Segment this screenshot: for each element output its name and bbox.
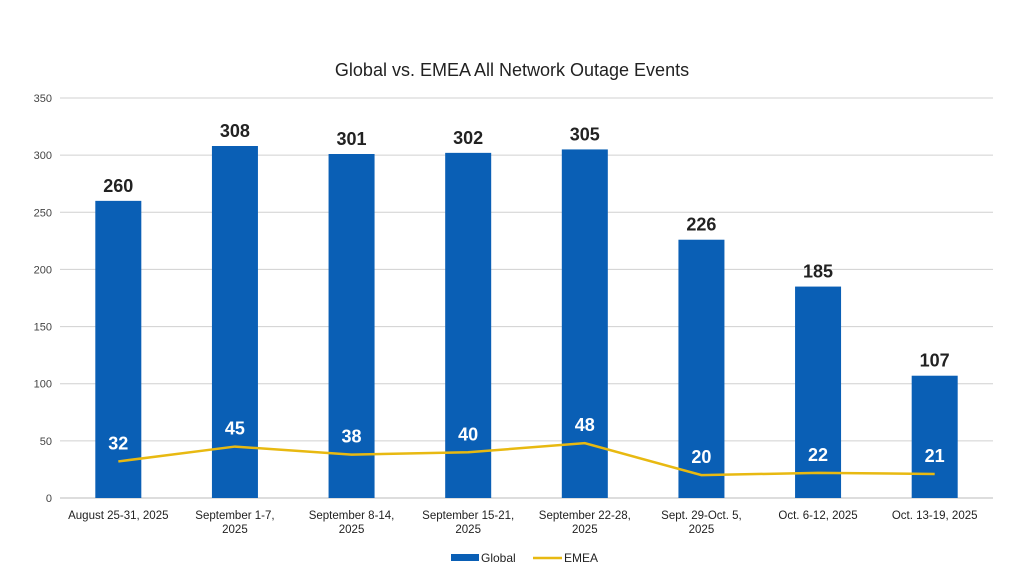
x-tick-label: Sept. 29-Oct. 5,	[661, 510, 742, 522]
chart-title: Global vs. EMEA All Network Outage Event…	[335, 60, 689, 80]
x-tick-label: September 15-21,	[422, 510, 514, 522]
bar-label-global: 305	[570, 124, 600, 144]
x-tick-label: September 8-14,	[309, 510, 395, 522]
bar-label-global: 107	[920, 351, 950, 371]
data-label-emea: 45	[225, 419, 245, 439]
legend-swatch-global	[451, 554, 479, 561]
x-tick-label: 2025	[222, 524, 248, 536]
x-tick-label: Oct. 13-19, 2025	[892, 510, 978, 522]
data-label-emea: 48	[575, 415, 595, 435]
x-tick-label: 2025	[689, 524, 715, 536]
y-tick-label: 200	[34, 264, 52, 276]
x-tick-label: September 22-28,	[539, 510, 631, 522]
y-tick-label: 0	[46, 493, 52, 505]
bar-global	[795, 286, 842, 498]
y-tick-label: 100	[34, 379, 52, 391]
x-tick-label: 2025	[572, 524, 598, 536]
data-label-emea: 20	[691, 447, 711, 467]
bar-global	[328, 154, 375, 498]
legend-label-emea: EMEA	[564, 551, 598, 565]
data-label-emea: 40	[458, 424, 478, 444]
data-label-emea: 21	[925, 446, 945, 466]
bar-global	[911, 375, 958, 498]
bar-global	[211, 146, 258, 498]
line-emea	[118, 441, 935, 477]
bar-global	[561, 149, 608, 498]
bar-global	[95, 200, 142, 498]
bar-label-global: 302	[453, 128, 483, 148]
bar-label-global: 185	[803, 262, 833, 282]
bar-global	[678, 239, 725, 498]
x-tick-label: September 1-7,	[195, 510, 274, 522]
x-tick-label: 2025	[455, 524, 481, 536]
legend-label-global: Global	[481, 551, 516, 565]
x-tick-label: August 25-31, 2025	[68, 510, 168, 522]
x-tick-label: 2025	[339, 524, 365, 536]
y-tick-label: 300	[34, 150, 52, 162]
y-tick-label: 250	[34, 207, 52, 219]
data-label-emea: 32	[108, 433, 128, 453]
y-tick-label: 350	[34, 93, 52, 105]
bar-label-global: 308	[220, 121, 250, 141]
bar-label-global: 301	[337, 129, 367, 149]
bar-label-global: 260	[103, 176, 133, 196]
y-tick-label: 50	[40, 436, 52, 448]
y-tick-label: 150	[34, 322, 52, 334]
data-label-emea: 22	[808, 445, 828, 465]
data-label-emea: 38	[342, 427, 362, 447]
x-tick-label: Oct. 6-12, 2025	[778, 510, 857, 522]
bar-label-global: 226	[686, 215, 716, 235]
bar-global	[445, 152, 492, 498]
